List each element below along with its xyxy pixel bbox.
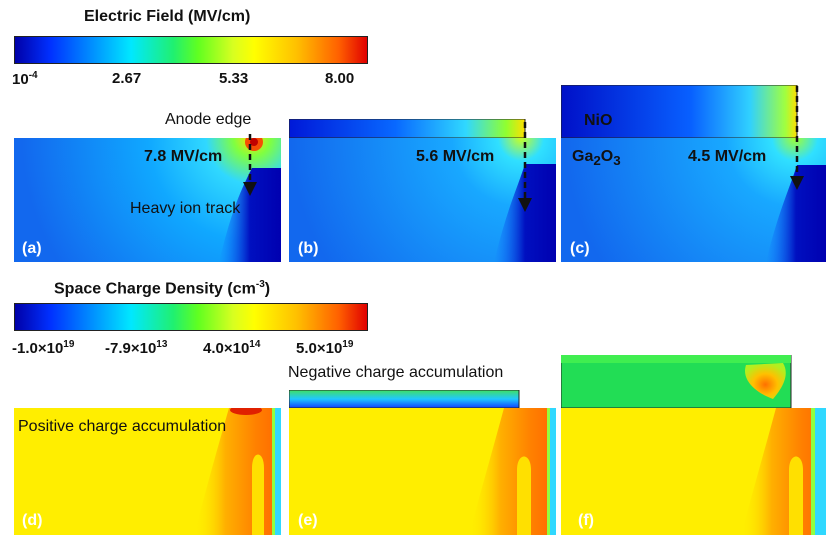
space-charge-tick-1: -1.0×1019 [12,339,75,357]
panel-a-electric-field [14,138,281,262]
space-charge-tick-4: 5.0×1019 [296,339,354,357]
panel-f-label: (f) [578,512,594,529]
space-charge-colorbar-title: Space Charge Density (cm-3) [54,279,271,298]
panel-d-label: (d) [22,512,43,529]
negative-charge-label: Negative charge accumulation [288,364,504,381]
panel-a-peak-field: 7.8 MV/cm [144,148,223,165]
electric-field-tick-1: 2.67 [112,70,142,87]
panel-c-peak-field: 4.5 MV/cm [688,148,767,165]
space-charge-tick-3: 4.0×1014 [203,339,261,357]
panel-b-peak-field: 5.6 MV/cm [416,148,495,165]
panel-d-space-charge [14,408,281,535]
panel-c-field-map [561,85,826,262]
electric-field-colorbar-title: Electric Field (MV/cm) [84,8,251,25]
ga2o3-layer-label: Ga2O3 [572,148,621,169]
electric-field-tick-2: 5.33 [219,70,249,87]
panel-d-charge-map [14,408,281,535]
panel-a-label: (a) [22,240,42,257]
panel-f-charge-map [561,355,826,535]
ion-track-arrow-a [243,134,257,196]
ion-track-arrow-c [790,86,804,190]
positive-charge-label: Positive charge accumulation [18,418,227,435]
panel-b-field-map [289,119,556,262]
panel-a-field-map [14,138,281,262]
panel-c-label: (c) [570,240,590,257]
anode-edge-label: Anode edge [165,111,252,128]
panel-f-space-charge [561,355,826,535]
heavy-ion-track-label: Heavy ion track [130,200,241,217]
nio-layer-label: NiO [584,112,613,129]
panel-b-label: (b) [298,240,319,257]
electric-field-tick-min: 10-4 [12,70,38,88]
panel-b-electric-field [289,119,556,262]
electric-field-colorbar [14,36,368,64]
panel-e-charge-map [289,390,556,535]
space-charge-tick-2: -7.9×1013 [105,339,168,357]
space-charge-colorbar [14,303,368,331]
electric-field-tick-3: 8.00 [325,70,355,87]
panel-e-label: (e) [298,512,318,529]
panel-e-space-charge [289,390,556,535]
panel-c-electric-field [561,85,826,262]
ion-track-arrow-b [518,122,532,212]
